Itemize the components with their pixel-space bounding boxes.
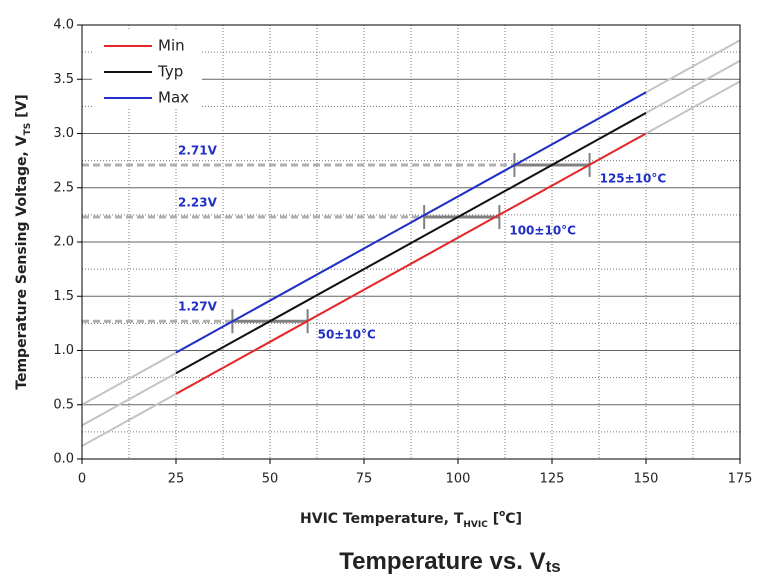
text-part: HVIC Temperature, T <box>300 511 464 527</box>
text-part: HVIC <box>463 520 488 530</box>
voltage-label: 2.23V <box>178 196 218 210</box>
y-tick-label: 1.0 <box>53 343 74 358</box>
x-tick-label: 50 <box>262 472 279 487</box>
plot-frame <box>81 24 741 460</box>
x-tick-label: 75 <box>356 472 373 487</box>
y-tick-label: 3.0 <box>53 126 74 141</box>
legend-label: Typ <box>157 63 183 81</box>
x-tick-label: 175 <box>728 472 753 487</box>
text-part: Temperature vs. V <box>339 548 545 575</box>
y-tick-label: 4.0 <box>53 18 74 33</box>
text-part: ts <box>546 557 561 576</box>
y-tick-label: 0.5 <box>53 397 74 412</box>
y-tick-label: 0.0 <box>53 452 74 467</box>
text-part: [V] <box>14 94 30 123</box>
legend-label: Max <box>158 89 189 107</box>
y-tick-label: 1.5 <box>53 289 74 304</box>
voltage-label: 2.71V <box>178 143 218 157</box>
x-tick-label: 100 <box>446 472 471 487</box>
x-axis-title: HVIC Temperature, THVIC [oC] <box>300 509 522 530</box>
tolerance-label: 50±10°C <box>318 328 376 342</box>
legend-label: Min <box>158 37 185 55</box>
text-part: Temperature Sensing Voltage, V <box>14 135 30 389</box>
x-tick-label: 25 <box>168 472 185 487</box>
series-line <box>175 132 647 395</box>
chart-title: Temperature vs. Vts <box>339 548 560 576</box>
text-part: o <box>499 509 505 519</box>
text-part: C] <box>505 511 522 527</box>
y-tick-label: 2.0 <box>53 235 74 250</box>
tolerance-label: 100±10°C <box>509 224 576 238</box>
x-tick-label: 150 <box>634 472 659 487</box>
y-tick-label: 3.5 <box>53 72 74 87</box>
y-axis-title: Temperature Sensing Voltage, VTS [V] <box>14 94 33 389</box>
y-tick-label: 2.5 <box>53 180 74 195</box>
series-line <box>175 112 647 375</box>
text-part: [ <box>488 511 499 527</box>
legend-box <box>92 29 202 109</box>
tolerance-label: 125±10°C <box>600 171 667 185</box>
text-part: TS <box>23 123 33 136</box>
series-line <box>175 91 647 354</box>
voltage-label: 1.27V <box>178 300 218 314</box>
x-tick-label: 125 <box>540 472 565 487</box>
x-tick-label: 0 <box>78 472 86 487</box>
